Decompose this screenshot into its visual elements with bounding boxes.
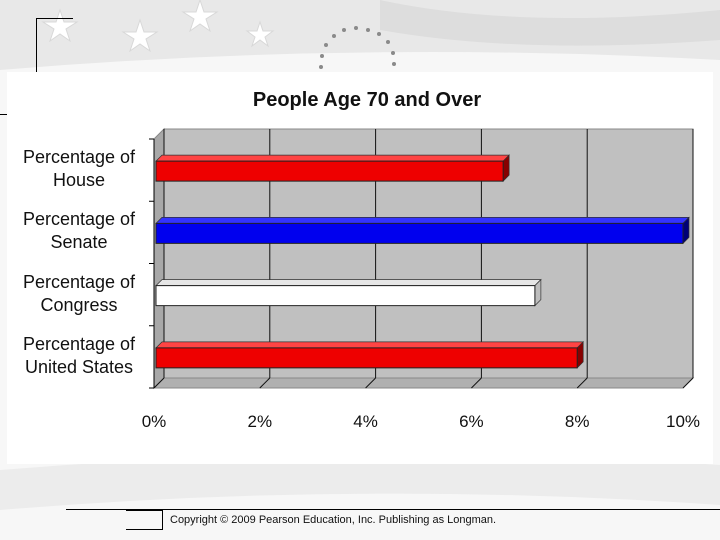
- plot-floor: [152, 377, 695, 389]
- decor-line-top: [36, 18, 73, 19]
- decor-line-bottom: [66, 509, 720, 510]
- category-label-3: Percentage of United States: [22, 333, 136, 377]
- tick-label-5: 10%: [665, 412, 701, 431]
- gridline-floor-4: [576, 377, 588, 389]
- tick-label-4: 8%: [564, 412, 590, 431]
- gridline-floor-3: [471, 377, 482, 389]
- bar-top-1: [155, 217, 690, 224]
- gridline-floor-0: [153, 377, 165, 389]
- chart-panel: People Age 70 and Over Percentage of Hou…: [7, 72, 713, 464]
- category-label-0: Percentage of House: [22, 147, 136, 191]
- tick-label-1: 2%: [247, 412, 273, 431]
- gridline-floor-5: [682, 377, 694, 389]
- tick-label-2: 4%: [353, 412, 378, 431]
- bar-1: [155, 222, 684, 244]
- bar-0: [155, 160, 504, 182]
- bar-top-2: [155, 279, 542, 286]
- copyright-text: Copyright © 2009 Pearson Education, Inc.…: [170, 514, 497, 526]
- category-label-2: Percentage of Congress: [22, 271, 136, 315]
- tick-label-3: 6%: [459, 412, 484, 431]
- chart-svg: [149, 127, 695, 390]
- gridline-floor-1: [259, 377, 271, 389]
- category-label-1: Percentage of Senate: [22, 209, 136, 253]
- tick-label-0: 0%: [141, 412, 167, 431]
- bar-top-0: [155, 154, 510, 162]
- bar-3: [155, 347, 578, 369]
- gridline-floor-2: [365, 377, 376, 389]
- decor-line-vertical: [36, 18, 37, 76]
- copyright-box: [126, 510, 163, 530]
- bar-top-3: [155, 341, 585, 349]
- chart-title: People Age 70 and Over: [252, 89, 482, 111]
- bar-2: [155, 285, 536, 307]
